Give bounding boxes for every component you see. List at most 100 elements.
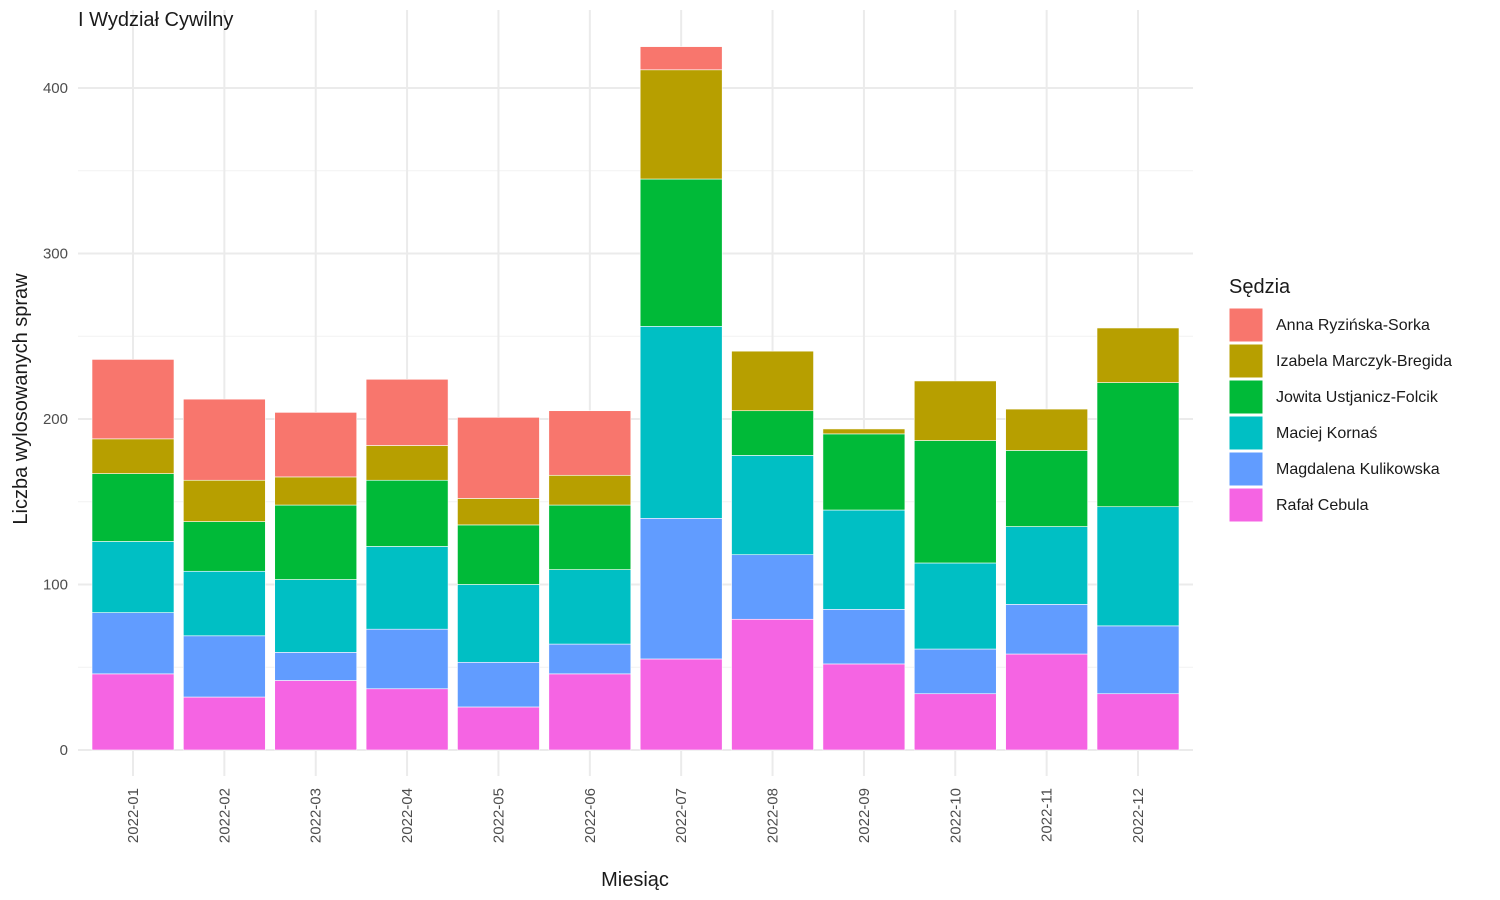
bar-segment	[548, 474, 632, 506]
bar-segment	[91, 438, 175, 474]
bar-segment	[91, 541, 175, 613]
y-tick-label: 0	[60, 742, 68, 759]
bar-segment	[639, 658, 723, 751]
bar-segment	[913, 562, 997, 650]
bar-segment	[639, 178, 723, 327]
bar-segment	[365, 445, 449, 481]
bar-segment	[913, 693, 997, 751]
bar-segment	[913, 648, 997, 695]
bar-segment	[639, 46, 723, 71]
x-tick-label: 2022-09	[856, 788, 873, 843]
bar-segment	[183, 479, 266, 522]
bar-segment	[183, 570, 266, 637]
legend: Sędzia Anna Ryzińska-Sorka Izabela Marczy…	[1228, 276, 1452, 523]
bar-segment	[1096, 693, 1180, 751]
bar-segment	[913, 380, 997, 441]
bar-segment	[183, 398, 266, 481]
bar-segment	[457, 417, 540, 499]
x-tick-label: 2022-04	[399, 788, 416, 843]
bar-segment	[1096, 327, 1180, 383]
legend-key	[1228, 415, 1264, 451]
bar-segment	[731, 554, 814, 620]
bar-segment	[1005, 408, 1088, 451]
bar-segment	[822, 609, 906, 665]
bar-segment	[731, 410, 814, 456]
bar-segment	[548, 643, 632, 675]
x-tick-label: 2022-11	[1039, 788, 1056, 842]
bar-segment	[731, 618, 814, 751]
bar-segment	[1005, 653, 1088, 751]
bar-segment	[548, 410, 632, 476]
legend-label: Rafał Cebula	[1276, 497, 1369, 514]
legend-key	[1228, 487, 1264, 523]
legend-label: Magdalena Kulikowska	[1276, 461, 1440, 478]
x-tick-label: 2022-12	[1130, 788, 1147, 843]
bar-segment	[1096, 506, 1180, 627]
bar-segment	[274, 412, 358, 478]
axis-ticks: 0 100 200 300 400 2022-01 2022-02 2022-03 2022-0…	[43, 80, 1147, 843]
bar-segment	[548, 569, 632, 645]
bar-segment	[1096, 625, 1180, 695]
bar-segment	[183, 521, 266, 572]
bar-segment	[457, 584, 540, 663]
bar-segment	[822, 433, 906, 511]
x-tick-label: 2022-01	[125, 788, 142, 843]
bar-segment	[639, 326, 723, 519]
bar-segment	[91, 473, 175, 542]
bar-segment	[1005, 526, 1088, 605]
bar-segment	[274, 680, 358, 751]
bar-segment	[365, 628, 449, 690]
bar-segment	[548, 504, 632, 570]
bar-segment	[457, 524, 540, 585]
bar-segment	[91, 612, 175, 675]
bar-segment	[731, 455, 814, 556]
bar-segment	[365, 479, 449, 547]
y-tick-label: 300	[43, 246, 68, 263]
bar-segment	[548, 673, 632, 751]
legend-label: Anna Ryzińska-Sorka	[1276, 317, 1430, 334]
legend-key	[1228, 307, 1264, 343]
bar-segment	[365, 378, 449, 446]
bar-segment	[1005, 450, 1088, 527]
chart-title: I Wydział Cywilny	[78, 9, 233, 31]
y-tick-label: 200	[43, 411, 68, 428]
bar-segment	[274, 579, 358, 653]
bar-segment	[365, 546, 449, 630]
bar-segment	[274, 652, 358, 681]
bar-segment	[274, 504, 358, 580]
legend-label: Jowita Ustjanicz-Folcik	[1276, 389, 1439, 406]
bar-segment	[183, 635, 266, 698]
x-tick-label: 2022-02	[216, 788, 233, 843]
bar-segment	[91, 673, 175, 751]
y-axis-title: Liczba wylosowanych spraw	[10, 273, 32, 525]
legend-key	[1228, 379, 1264, 415]
y-tick-label: 100	[43, 577, 68, 594]
bar-segment	[274, 476, 358, 506]
x-tick-label: 2022-10	[947, 788, 964, 843]
bar-segment	[822, 663, 906, 751]
bar-segment	[1096, 382, 1180, 508]
bar-segment	[365, 688, 449, 751]
bar-segment	[457, 661, 540, 708]
bar-segment	[457, 706, 540, 751]
y-tick-label: 400	[43, 80, 68, 97]
x-tick-label: 2022-06	[582, 788, 599, 843]
legend-items: Anna Ryzińska-Sorka Izabela Marczyk-Bregi…	[1228, 307, 1452, 523]
x-axis-title: Miesiąc	[601, 869, 669, 891]
x-tick-label: 2022-07	[673, 788, 690, 843]
bar-segment	[91, 359, 175, 440]
bar-segment	[639, 517, 723, 660]
legend-key	[1228, 343, 1264, 379]
bar-segment	[457, 498, 540, 526]
bar-segment	[639, 69, 723, 180]
x-tick-label: 2022-08	[765, 788, 782, 843]
bars	[91, 46, 1180, 751]
bar-segment	[822, 509, 906, 610]
bar-segment	[183, 696, 266, 751]
x-tick-label: 2022-03	[308, 788, 325, 843]
x-tick-label: 2022-05	[490, 788, 507, 843]
legend-label: Maciej Kornaś	[1276, 425, 1377, 442]
bar-segment	[822, 428, 906, 435]
bar-segment	[731, 350, 814, 412]
